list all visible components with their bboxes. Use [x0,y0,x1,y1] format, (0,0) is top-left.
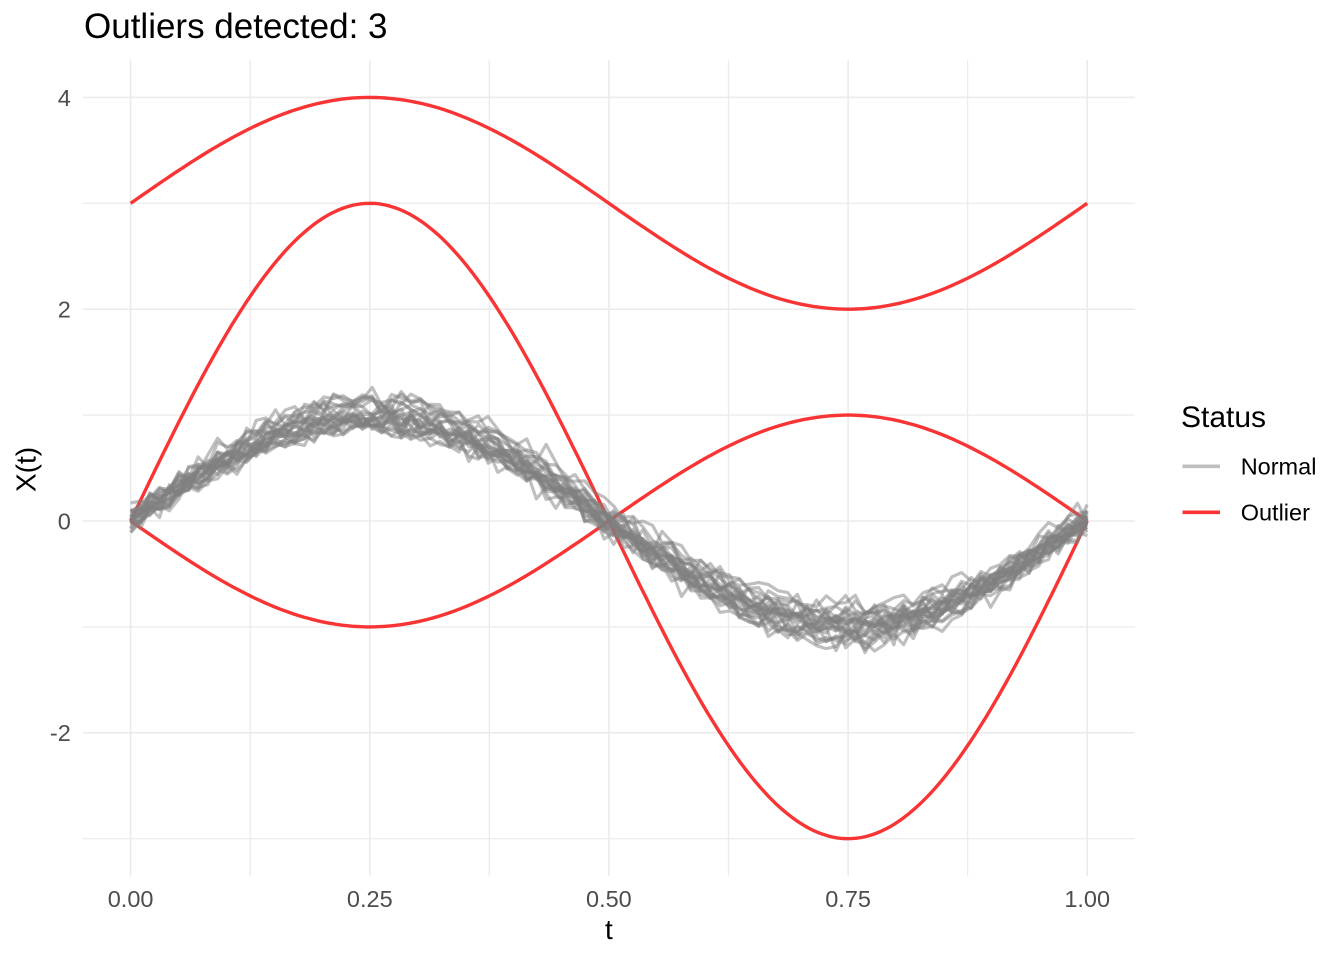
svg-text:Outliers detected: 3: Outliers detected: 3 [84,7,388,46]
svg-text:2: 2 [58,297,71,323]
svg-text:4: 4 [58,85,71,111]
svg-text:X(t): X(t) [11,447,42,492]
svg-text:1.00: 1.00 [1064,886,1110,912]
svg-text:0.75: 0.75 [825,886,871,912]
svg-text:Outlier: Outlier [1241,500,1310,526]
svg-text:t: t [605,914,613,945]
svg-text:0: 0 [58,508,71,534]
svg-text:Status: Status [1181,401,1266,434]
svg-text:-2: -2 [50,720,71,746]
svg-text:Normal: Normal [1241,454,1317,480]
svg-text:0.50: 0.50 [586,886,632,912]
svg-text:0.25: 0.25 [347,886,393,912]
svg-text:0.00: 0.00 [108,886,154,912]
